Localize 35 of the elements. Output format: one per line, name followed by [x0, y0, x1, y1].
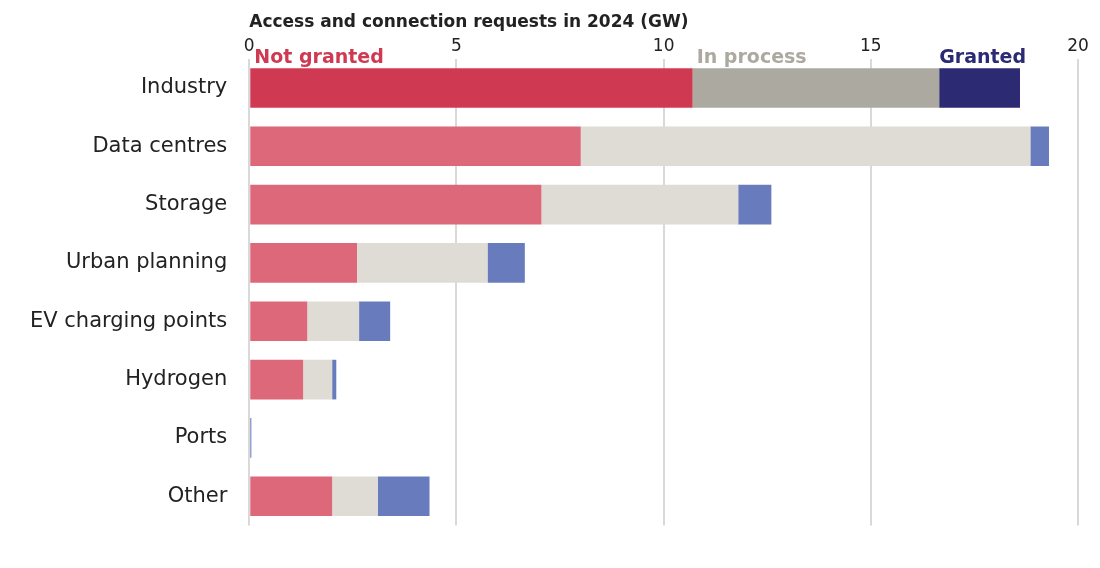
x-tick-label: 0: [243, 35, 255, 56]
y-tick-label: Industry: [140, 74, 228, 99]
bar: [250, 184, 542, 225]
series-label: Granted: [939, 44, 1027, 67]
bar: [1030, 126, 1049, 167]
bar: [250, 243, 358, 283]
bar: [250, 126, 581, 167]
x-tick-label: 15: [860, 35, 882, 56]
bar: [250, 68, 693, 108]
y-tick-label: Ports: [174, 424, 228, 449]
x-tick-label: 20: [1067, 35, 1089, 56]
series-label: Not granted: [254, 44, 384, 67]
bar: [692, 68, 940, 108]
bar: [359, 301, 391, 342]
bar: [307, 301, 360, 342]
bar: [250, 301, 308, 342]
series-label: In process: [696, 44, 807, 67]
y-tick-label: Urban planning: [65, 249, 228, 274]
y-tick-label: EV charging points: [29, 307, 228, 332]
bar: [250, 359, 304, 400]
y-tick-label: Hydrogen: [125, 366, 228, 391]
y-tick-label: Storage: [145, 191, 228, 216]
bar: [332, 476, 378, 517]
x-tick-label: 10: [652, 35, 675, 56]
bar: [738, 184, 772, 225]
bar: [332, 359, 337, 400]
x-axis-title: Access and connection requests in 2024 (GW): [249, 10, 689, 31]
bar: [377, 476, 430, 517]
bar: [487, 243, 525, 283]
y-tick-label: Other: [167, 482, 228, 507]
x-tick-label: 5: [451, 35, 462, 56]
bar: [939, 68, 1020, 108]
bar: [250, 476, 333, 517]
bar: [303, 359, 333, 400]
y-tick-label: Data centres: [92, 132, 228, 157]
